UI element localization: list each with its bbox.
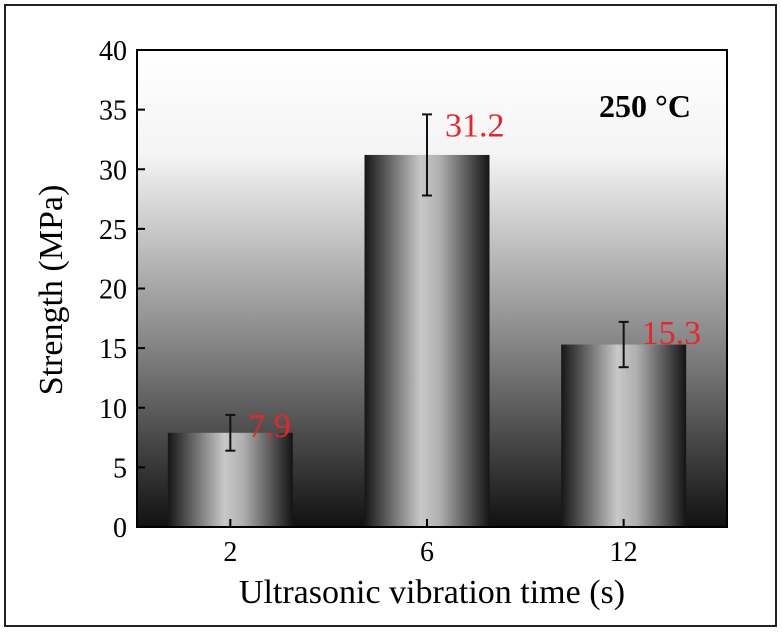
- figure-frame: [4, 4, 777, 627]
- y-tick-label: 30: [99, 155, 127, 186]
- bar-6: [364, 154, 490, 527]
- y-tick-label: 10: [99, 394, 127, 425]
- x-tick-label: 2: [223, 537, 237, 568]
- x-tick-label: 6: [420, 537, 434, 568]
- bar-12: [561, 344, 687, 527]
- y-axis-label: Strength (MPa): [33, 185, 70, 396]
- y-tick-label: 40: [99, 36, 127, 67]
- data-label: 15.3: [642, 315, 702, 352]
- x-tick-label: 12: [610, 537, 638, 568]
- y-tick-label: 20: [99, 275, 127, 306]
- y-tick-label: 35: [99, 96, 127, 127]
- temperature-annotation: 250 °C: [599, 88, 691, 124]
- x-axis-label: Ultrasonic vibration time (s): [239, 574, 625, 611]
- y-tick-label: 25: [99, 215, 127, 246]
- y-tick-label: 5: [113, 453, 127, 484]
- data-label: 31.2: [445, 107, 505, 144]
- data-label: 7.9: [248, 408, 290, 445]
- y-tick-label: 0: [113, 513, 127, 544]
- y-tick-label: 15: [99, 334, 127, 365]
